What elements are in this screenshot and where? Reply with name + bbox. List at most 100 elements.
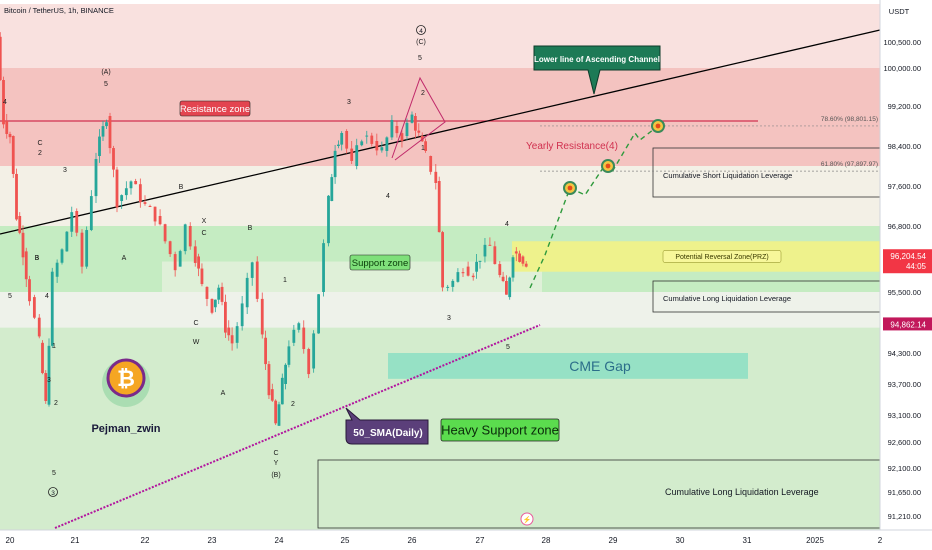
bitcoin-logo-glyph: ₿ [117,366,135,391]
candle-body [158,216,162,225]
candle-body [345,131,349,149]
candle-body [65,231,69,252]
resistance-zone-label: Resistance zone [180,104,250,115]
candle-body [493,246,497,265]
candle-body [197,256,200,269]
x-tick-label: 22 [141,536,150,545]
candle-body [217,287,221,300]
lightning-glyph: ⚡ [523,515,532,524]
channel-callout-box [533,45,661,95]
x-tick-label: 25 [341,536,350,545]
candle-body [205,286,209,299]
wave-label: (B) [271,472,280,479]
x-tick-label: 28 [542,536,551,545]
candle-body [168,241,172,255]
mid-band [0,292,880,328]
wave-label: A [122,255,127,262]
y-tick-label: 93,700.00 [888,380,921,389]
y-tick-label: 100,500.00 [883,38,921,47]
candle-body [521,256,525,264]
candle-body [307,349,311,375]
wave-label: (A) [101,69,110,76]
candle-body [75,211,79,233]
sma-callout-label: 50_SMA(Daily) [353,428,422,439]
candle-body [380,147,384,151]
candle-body [264,337,267,365]
candle-body [441,232,444,288]
wave-label: C [273,450,278,457]
candle-body [280,377,284,405]
candle-body [41,342,44,374]
resistance-zone-band [0,68,880,166]
candle-body [89,196,93,231]
wave-label: 3 [47,377,51,384]
candle-body [287,346,291,365]
y-tick-label: 95,500.00 [888,288,921,297]
candle-body [224,301,227,333]
candle-body [8,133,12,138]
candle-body [417,130,421,133]
candle-body [101,126,105,137]
candle-body [277,404,281,426]
candle-body [213,299,217,308]
wave-label: 4 [386,193,390,200]
candle-body [153,206,157,222]
candle-body [210,298,214,313]
wave-label: C [193,320,198,327]
candle-body [274,400,278,424]
y-tick-label: 97,600.00 [888,182,921,191]
y-tick-label: 91,650.00 [888,488,921,497]
candle-body [370,135,374,144]
heavy-support-zone-label-box [440,418,560,442]
wave-3-circle-icon [48,487,58,497]
x-tick-label: 27 [476,536,485,545]
candle-body [312,333,316,369]
candle-body [297,323,301,330]
lightning-marker-icon[interactable] [520,512,534,526]
yearly-resistance-label: Yearly Resistance(4) [526,141,618,152]
candle-body [511,257,515,278]
candle-body [37,317,41,337]
candle-body [94,158,98,197]
candle-body [461,272,465,274]
x-tick-label: 2 [878,536,883,545]
y-tick-label: 99,200.00 [888,102,921,111]
target-marker-dot-icon [605,163,611,169]
cme-gap-label: CME Gap [569,358,631,374]
candle-body [124,188,128,196]
candle-body [267,364,271,396]
y-tick-label: 98,400.00 [888,142,921,151]
candle-body [270,389,274,401]
candle-body [355,145,359,166]
wave-label: (C) [416,39,426,46]
candle-body [434,171,438,183]
wave-circle-3-label: 3 [51,490,55,497]
candle-body [227,327,231,336]
wave-label: 1 [421,145,425,152]
channel-line [0,29,881,235]
candle-body [317,294,320,334]
y-tick-label: 94,300.00 [888,349,921,358]
sma-line [54,324,541,529]
y-tick-label: 92,100.00 [888,464,921,473]
candle-body [420,136,424,142]
y-tick-label: 100,000.00 [883,64,921,73]
candle-body [375,141,379,151]
candle-body [360,141,364,146]
target-marker-dot-icon [655,123,661,129]
y-tick-label: 93,100.00 [888,411,921,420]
candle-body [471,275,475,278]
price-axis-bg [880,0,932,550]
candle-body [32,297,36,318]
wedge-lines [391,76,446,161]
candle-body [475,261,478,272]
last-price-value: 96,204.54 [890,252,926,261]
candle-body [47,345,51,405]
x-tick-label: 21 [71,536,80,545]
wave-label: 1 [52,343,56,350]
candle-body [424,141,427,151]
candle-body [143,202,147,204]
candle-body [5,121,9,134]
